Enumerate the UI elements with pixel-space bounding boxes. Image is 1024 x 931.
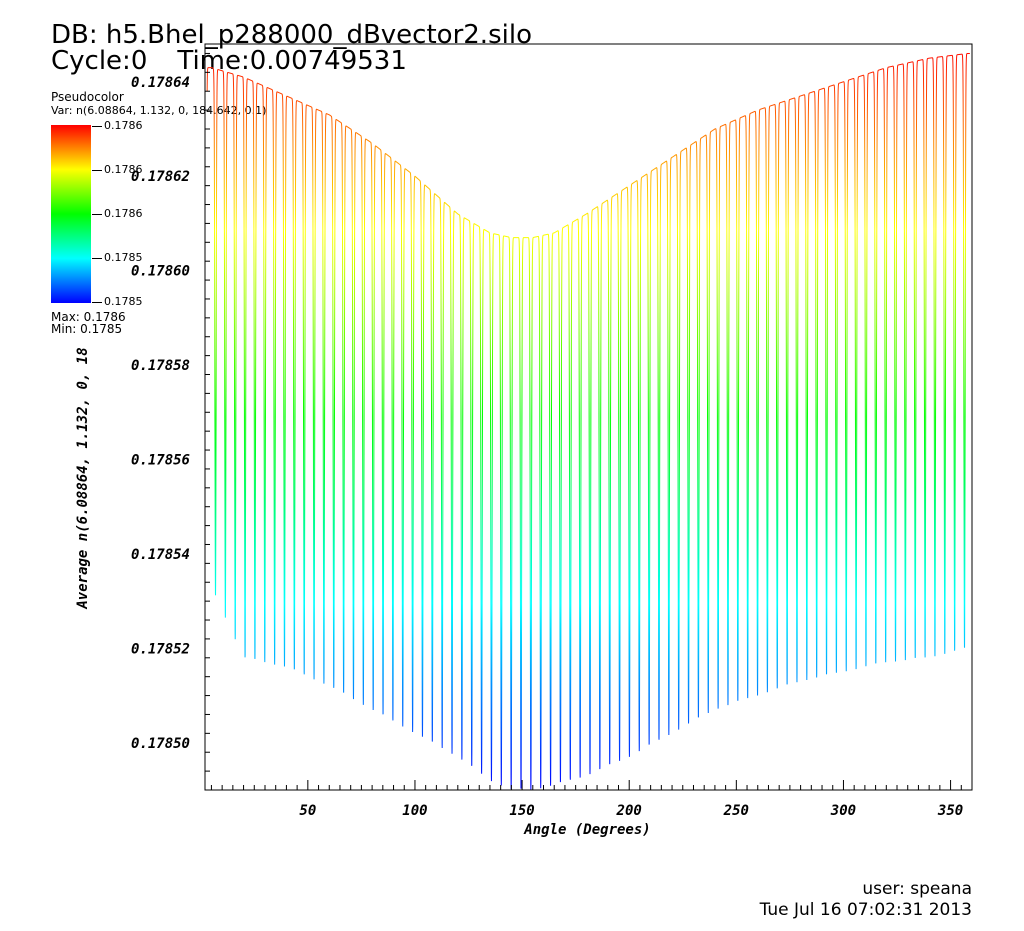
- legend-tick-label: 0.1786: [104, 163, 143, 176]
- cycle-time-label: Cycle:0 Time:0.00749531: [51, 46, 407, 76]
- legend-tick-mark: [92, 170, 102, 171]
- x-tick-label: 50: [299, 803, 316, 819]
- plot-frame: [204, 43, 973, 791]
- y-tick-label: 0.17864: [131, 75, 190, 91]
- x-tick-label: 100: [402, 803, 427, 819]
- legend-title: Pseudocolor: [51, 90, 124, 104]
- y-tick-label: 0.17852: [131, 641, 190, 657]
- legend-tick-mark: [92, 258, 102, 259]
- x-tick-label: 200: [616, 803, 642, 819]
- y-tick-label: 0.17858: [131, 358, 190, 374]
- x-tick-label: 300: [830, 803, 856, 819]
- legend-tick-label: 0.1785: [104, 251, 143, 264]
- legend-tick-label: 0.1786: [104, 207, 143, 220]
- cycle-label: Cycle:0: [51, 46, 148, 76]
- legend-tick-label: 0.1785: [104, 295, 143, 308]
- user-label: user: speana: [862, 879, 972, 899]
- series-line: [206, 52, 970, 790]
- legend-colorbar: [51, 125, 91, 303]
- y-tick-label: 0.17854: [131, 547, 190, 563]
- x-tick-label: 350: [937, 803, 963, 819]
- legend-tick-label: 0.1786: [104, 119, 143, 132]
- x-axis-title: Angle (Degrees): [523, 822, 650, 838]
- legend-max-label: Max: 0.1786: [51, 310, 126, 324]
- y-tick-label: 0.17850: [131, 736, 190, 752]
- legend-tick-mark: [92, 302, 102, 303]
- database-label: DB: h5.Bhel_p288000_dBvector2.silo: [51, 20, 532, 50]
- x-tick-label: 250: [723, 803, 749, 819]
- legend-tick-mark: [92, 126, 102, 127]
- date-label: Tue Jul 16 07:02:31 2013: [759, 900, 972, 920]
- legend-tick-mark: [92, 214, 102, 215]
- y-axis-title: Average n(6.08864, 1.132, 0, 18: [75, 347, 91, 609]
- time-label: Time:0.00749531: [177, 46, 407, 76]
- legend-min-label: Min: 0.1785: [51, 322, 123, 336]
- legend-variable: Var: n(6.08864, 1.132, 0, 184.642, 0.1): [51, 104, 267, 117]
- y-tick-label: 0.17856: [131, 452, 190, 468]
- x-tick-label: 150: [509, 803, 534, 819]
- y-tick-label: 0.17862: [131, 169, 190, 185]
- y-tick-label: 0.17860: [131, 264, 190, 280]
